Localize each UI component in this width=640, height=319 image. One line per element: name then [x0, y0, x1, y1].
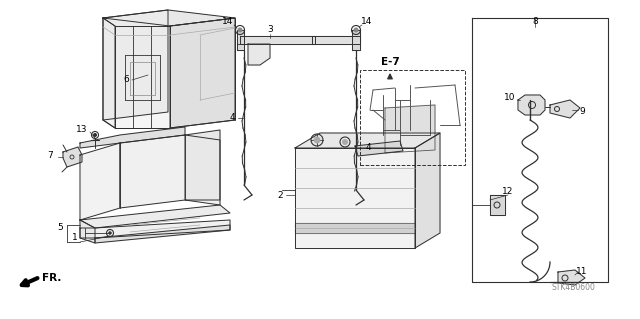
Text: STK4B0600: STK4B0600	[551, 284, 595, 293]
Polygon shape	[185, 130, 220, 200]
Bar	[360, 70, 465, 165]
Polygon shape	[240, 36, 315, 44]
Polygon shape	[558, 270, 585, 285]
Text: 4: 4	[229, 114, 235, 122]
Polygon shape	[490, 195, 505, 215]
Polygon shape	[237, 30, 244, 50]
Polygon shape	[103, 10, 168, 120]
Polygon shape	[312, 36, 360, 44]
Text: 3: 3	[267, 26, 273, 34]
Polygon shape	[415, 133, 440, 248]
Polygon shape	[63, 147, 82, 167]
Polygon shape	[295, 148, 415, 248]
Polygon shape	[170, 18, 235, 128]
Text: 8: 8	[532, 18, 538, 26]
Text: 2: 2	[277, 190, 283, 199]
Text: 4: 4	[365, 144, 371, 152]
Polygon shape	[355, 141, 403, 156]
Polygon shape	[80, 220, 95, 243]
Polygon shape	[80, 143, 120, 220]
Text: 14: 14	[362, 18, 372, 26]
Polygon shape	[248, 44, 270, 65]
Circle shape	[354, 28, 358, 32]
Text: FR.: FR.	[42, 273, 61, 283]
Circle shape	[109, 232, 111, 234]
Polygon shape	[103, 18, 115, 128]
Text: 14: 14	[222, 18, 234, 26]
Polygon shape	[80, 205, 230, 228]
Circle shape	[314, 137, 320, 143]
Polygon shape	[120, 135, 220, 208]
Text: 9: 9	[579, 108, 585, 116]
Polygon shape	[550, 100, 580, 118]
Polygon shape	[518, 95, 545, 115]
Text: 10: 10	[504, 93, 516, 102]
Text: 1: 1	[72, 234, 78, 242]
Text: 13: 13	[76, 125, 88, 135]
Circle shape	[238, 28, 242, 32]
Circle shape	[342, 139, 348, 145]
Circle shape	[93, 133, 97, 137]
Text: E-7: E-7	[381, 57, 399, 67]
Polygon shape	[295, 133, 440, 148]
Polygon shape	[295, 223, 415, 233]
Text: 7: 7	[47, 151, 53, 160]
Polygon shape	[80, 220, 230, 238]
Text: 12: 12	[502, 188, 514, 197]
Polygon shape	[95, 225, 230, 243]
Text: 11: 11	[576, 268, 588, 277]
Polygon shape	[385, 105, 435, 153]
Polygon shape	[80, 127, 185, 148]
Polygon shape	[115, 26, 170, 128]
Text: 6: 6	[123, 76, 129, 85]
Text: 5: 5	[57, 224, 63, 233]
Polygon shape	[103, 10, 235, 26]
Polygon shape	[352, 30, 360, 50]
